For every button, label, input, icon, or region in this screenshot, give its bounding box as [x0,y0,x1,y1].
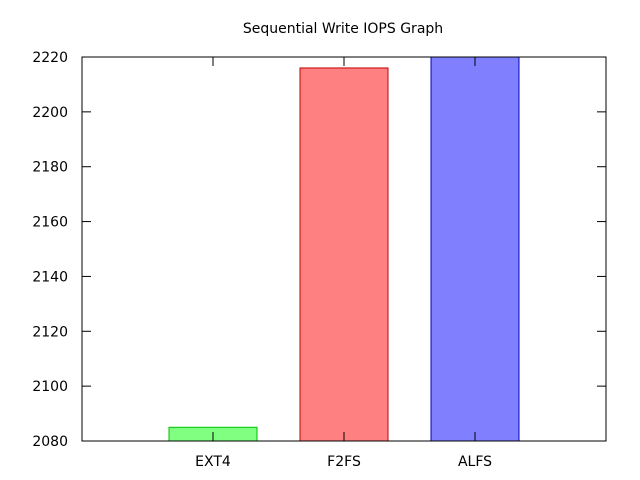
x-axis-tick-labels: EXT4 F2FS ALFS [195,454,492,470]
y-tick-label: 2120 [32,324,68,340]
y-tick-label: 2140 [32,269,68,285]
bar-alfs [430,56,520,442]
x-tick-label-ext4: EXT4 [195,454,231,470]
y-tick-label: 2100 [32,379,68,395]
bars-group [168,56,520,442]
x-tick-label-alfs: ALFS [458,454,492,470]
chart-title: Sequential Write IOPS Graph [243,21,443,37]
y-tick-label: 2220 [32,50,68,66]
y-tick-label: 2200 [32,105,68,121]
x-tick-label-f2fs: F2FS [327,454,361,470]
y-tick-label: 2080 [32,434,68,450]
y-tick-label: 2180 [32,160,68,176]
y-axis-tick-labels: 2080 2100 2120 2140 2160 2180 2200 2220 [32,50,68,450]
ticks-group [82,56,606,442]
bar-f2fs [299,67,389,442]
y-tick-label: 2160 [32,215,68,231]
